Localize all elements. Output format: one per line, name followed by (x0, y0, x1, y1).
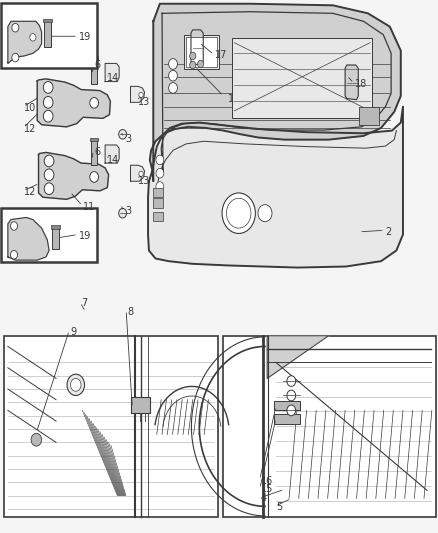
Text: 6: 6 (94, 147, 100, 157)
Circle shape (43, 82, 53, 93)
Bar (153, 212, 163, 221)
Circle shape (156, 155, 164, 165)
Text: 10: 10 (24, 103, 36, 112)
Text: 4: 4 (261, 494, 267, 503)
Circle shape (44, 169, 54, 181)
Polygon shape (105, 145, 119, 163)
Circle shape (169, 83, 177, 93)
Text: 9: 9 (70, 327, 76, 336)
Text: 13: 13 (138, 176, 150, 186)
Circle shape (190, 61, 196, 69)
Circle shape (31, 433, 42, 446)
Polygon shape (131, 165, 145, 181)
Circle shape (90, 172, 99, 182)
Bar (359, 107, 379, 125)
Text: 17: 17 (215, 51, 227, 60)
Text: 13: 13 (138, 98, 150, 107)
Circle shape (67, 374, 85, 395)
Text: 7: 7 (81, 298, 87, 308)
Bar (90, 56, 98, 60)
Bar (52, 227, 59, 249)
Polygon shape (8, 217, 49, 260)
Circle shape (30, 34, 36, 41)
Polygon shape (191, 30, 203, 65)
Circle shape (198, 60, 204, 68)
Text: 12: 12 (24, 187, 36, 197)
Bar (153, 188, 163, 197)
Bar (223, 336, 436, 517)
FancyBboxPatch shape (1, 3, 97, 68)
Polygon shape (148, 107, 403, 268)
Bar (186, 37, 217, 67)
Circle shape (44, 155, 54, 167)
Circle shape (12, 53, 19, 62)
Bar (91, 59, 97, 84)
Text: 3: 3 (125, 134, 131, 143)
Circle shape (258, 205, 272, 222)
Circle shape (12, 23, 19, 32)
Circle shape (222, 193, 255, 233)
Bar (43, 19, 52, 22)
Bar (51, 225, 60, 229)
Bar (232, 38, 372, 118)
Circle shape (226, 198, 251, 228)
Circle shape (44, 183, 54, 195)
Polygon shape (150, 4, 401, 181)
Text: 8: 8 (127, 307, 133, 317)
Polygon shape (345, 65, 358, 100)
Text: 16: 16 (261, 476, 273, 486)
Bar (274, 414, 300, 424)
Text: 11: 11 (83, 202, 95, 212)
Circle shape (287, 405, 296, 416)
Bar (153, 198, 163, 208)
Circle shape (287, 376, 296, 386)
Bar (90, 138, 98, 141)
Text: 1: 1 (228, 94, 234, 103)
Polygon shape (39, 152, 109, 199)
Bar (131, 397, 150, 413)
Polygon shape (105, 63, 119, 82)
Bar (91, 140, 97, 165)
Circle shape (119, 208, 127, 218)
Text: 19: 19 (79, 231, 91, 240)
Circle shape (287, 390, 296, 401)
FancyBboxPatch shape (1, 208, 97, 262)
Text: 14: 14 (107, 74, 120, 83)
Text: 2: 2 (385, 227, 392, 237)
Bar (184, 35, 219, 69)
Text: 14: 14 (107, 155, 120, 165)
Polygon shape (8, 21, 42, 63)
Text: 5: 5 (276, 503, 282, 512)
Text: 18: 18 (355, 79, 367, 89)
Circle shape (43, 96, 53, 108)
Circle shape (11, 251, 18, 259)
Circle shape (190, 52, 196, 60)
Polygon shape (267, 336, 328, 378)
Circle shape (43, 110, 53, 122)
Circle shape (119, 130, 127, 139)
Circle shape (71, 378, 81, 391)
Circle shape (139, 171, 143, 176)
Circle shape (156, 168, 164, 178)
Text: 12: 12 (24, 124, 36, 134)
Text: 15: 15 (261, 484, 273, 494)
Circle shape (156, 182, 164, 191)
Circle shape (11, 222, 18, 230)
Polygon shape (37, 79, 110, 127)
Bar (4, 336, 218, 517)
Text: 6: 6 (94, 60, 100, 70)
Circle shape (169, 70, 177, 81)
Bar (274, 401, 300, 410)
Circle shape (139, 92, 143, 98)
Bar (44, 20, 51, 47)
Text: 19: 19 (79, 33, 91, 42)
Polygon shape (131, 86, 145, 102)
Text: 3: 3 (125, 206, 131, 215)
Circle shape (90, 98, 99, 108)
Circle shape (169, 59, 177, 69)
